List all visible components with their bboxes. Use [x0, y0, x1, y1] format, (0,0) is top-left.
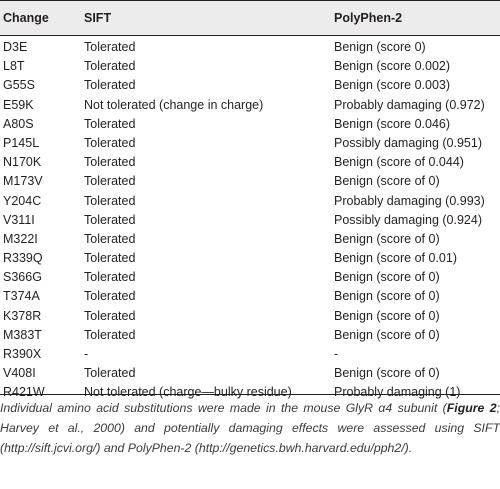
footnote-text-3: ) and potentially damaging effects were …: [0, 421, 500, 455]
row-change: V311I: [3, 212, 35, 227]
header-polyphen: PolyPhen-2: [334, 11, 403, 25]
row-polyphen: Benign (score 0.003): [334, 78, 451, 93]
table-row: E59K Not tolerated (change in charge) Prob…: [0, 96, 500, 115]
table-row: L8T Tolerated Benign (score 0.002): [0, 57, 500, 76]
row-sift: Tolerated: [84, 40, 136, 54]
row-sift: Tolerated: [84, 251, 136, 266]
row-change: N170K: [3, 155, 42, 170]
row-polyphen: Benign (score of 0): [334, 270, 440, 285]
table-row: N170K Tolerated Benign (score of 0.044): [0, 153, 500, 172]
row-sift: Tolerated: [84, 174, 136, 189]
table-row: M173V Tolerated Benign (score of 0): [0, 172, 500, 191]
row-polyphen: Probably damaging (1): [334, 385, 461, 400]
table-row: R339Q Tolerated Benign (score of 0.01): [0, 249, 500, 268]
row-polyphen: Benign (score of 0): [334, 366, 440, 381]
table-row: P145L Tolerated Possibly damaging (0.951): [0, 134, 500, 153]
row-sift: Tolerated: [84, 270, 136, 285]
row-sift: Tolerated: [84, 116, 136, 131]
header-rule: [0, 35, 500, 36]
row-sift: Tolerated: [84, 308, 136, 323]
table-body: D3E Tolerated Benign (score 0) L8T Tolerated…: [0, 38, 500, 403]
row-sift: Tolerated: [84, 327, 136, 342]
row-sift: Tolerated: [84, 78, 136, 93]
table-row: S366G Tolerated Benign (score of 0): [0, 268, 500, 287]
row-polyphen: Benign (score of 0): [334, 231, 440, 246]
row-change: D3E: [3, 40, 28, 54]
row-change: S366G: [3, 270, 42, 285]
row-change: T374A: [3, 289, 40, 304]
row-polyphen: Possibly damaging (0.924): [334, 212, 482, 227]
table-row: V408I Tolerated Benign (score of 0): [0, 364, 500, 383]
row-polyphen: Possibly damaging (0.951): [334, 135, 482, 150]
footnote-text-1: Individual amino acid substitutions were…: [0, 401, 447, 415]
row-sift: Tolerated: [84, 231, 136, 246]
row-polyphen: Probably damaging (0.972): [334, 97, 485, 112]
row-change: Y204C: [3, 193, 42, 208]
row-sift: Tolerated: [84, 193, 136, 208]
footnote-text-2: ;: [496, 401, 500, 415]
top-rule: [0, 0, 500, 1]
bottom-rule: [0, 394, 500, 395]
row-sift: Not tolerated (charge—bulky residue): [84, 385, 292, 400]
table-row: K378R Tolerated Benign (score of 0): [0, 307, 500, 326]
row-sift: Tolerated: [84, 366, 136, 381]
table-row: A80S Tolerated Benign (score 0.046): [0, 115, 500, 134]
citation-link[interactable]: Harvey et al., 2000: [0, 421, 121, 435]
row-polyphen: Benign (score of 0): [334, 174, 440, 189]
row-sift: Not tolerated (change in charge): [84, 97, 264, 112]
row-polyphen: -: [334, 347, 339, 361]
row-change: E59K: [3, 97, 34, 112]
row-change: R339Q: [3, 251, 43, 266]
header-sift: SIFT: [84, 11, 112, 25]
row-sift: Tolerated: [84, 59, 136, 74]
table-row: Y204C Tolerated Probably damaging (0.993): [0, 192, 500, 211]
header-change: Change: [3, 11, 49, 25]
table-row: R421W Not tolerated (charge—bulky residue…: [0, 383, 500, 402]
table-row: M322I Tolerated Benign (score of 0): [0, 230, 500, 249]
table-row: M383T Tolerated Benign (score of 0): [0, 326, 500, 345]
figure-link[interactable]: Figure 2: [446, 401, 497, 415]
row-change: P145L: [3, 135, 40, 150]
table-row: V311I Tolerated Possibly damaging (0.924): [0, 211, 500, 230]
row-change: R421W: [3, 385, 45, 400]
row-polyphen: Probably damaging (0.993): [334, 193, 485, 208]
row-polyphen: Benign (score of 0.044): [334, 155, 464, 170]
table-header-band: [0, 0, 500, 35]
row-sift: Tolerated: [84, 135, 136, 150]
row-polyphen: Benign (score 0.046): [334, 116, 451, 131]
row-change: G55S: [3, 78, 35, 93]
row-change: V408I: [3, 366, 36, 381]
table-row: D3E Tolerated Benign (score 0): [0, 38, 500, 57]
table-row: G55S Tolerated Benign (score 0.003): [0, 76, 500, 95]
row-polyphen: Benign (score of 0): [334, 289, 440, 304]
row-polyphen: Benign (score 0.002): [334, 59, 451, 74]
row-change: M173V: [3, 174, 43, 189]
table-footnote: Individual amino acid substitutions were…: [0, 398, 500, 458]
row-polyphen: Benign (score of 0.01): [334, 251, 457, 266]
row-sift: Tolerated: [84, 155, 136, 170]
row-change: L8T: [3, 59, 25, 74]
row-polyphen: Benign (score of 0): [334, 308, 440, 323]
row-polyphen: Benign (score of 0): [334, 327, 440, 342]
table-row: T374A Tolerated Benign (score of 0): [0, 287, 500, 306]
row-change: M383T: [3, 327, 42, 342]
row-change: K378R: [3, 308, 42, 323]
row-polyphen: Benign (score 0): [334, 40, 426, 54]
row-change: M322I: [3, 231, 38, 246]
row-change: A80S: [3, 116, 34, 131]
row-sift: Tolerated: [84, 289, 136, 304]
table-row: R390X - -: [0, 345, 500, 364]
row-sift: -: [84, 347, 89, 361]
row-sift: Tolerated: [84, 212, 136, 227]
row-change: R390X: [3, 347, 42, 361]
